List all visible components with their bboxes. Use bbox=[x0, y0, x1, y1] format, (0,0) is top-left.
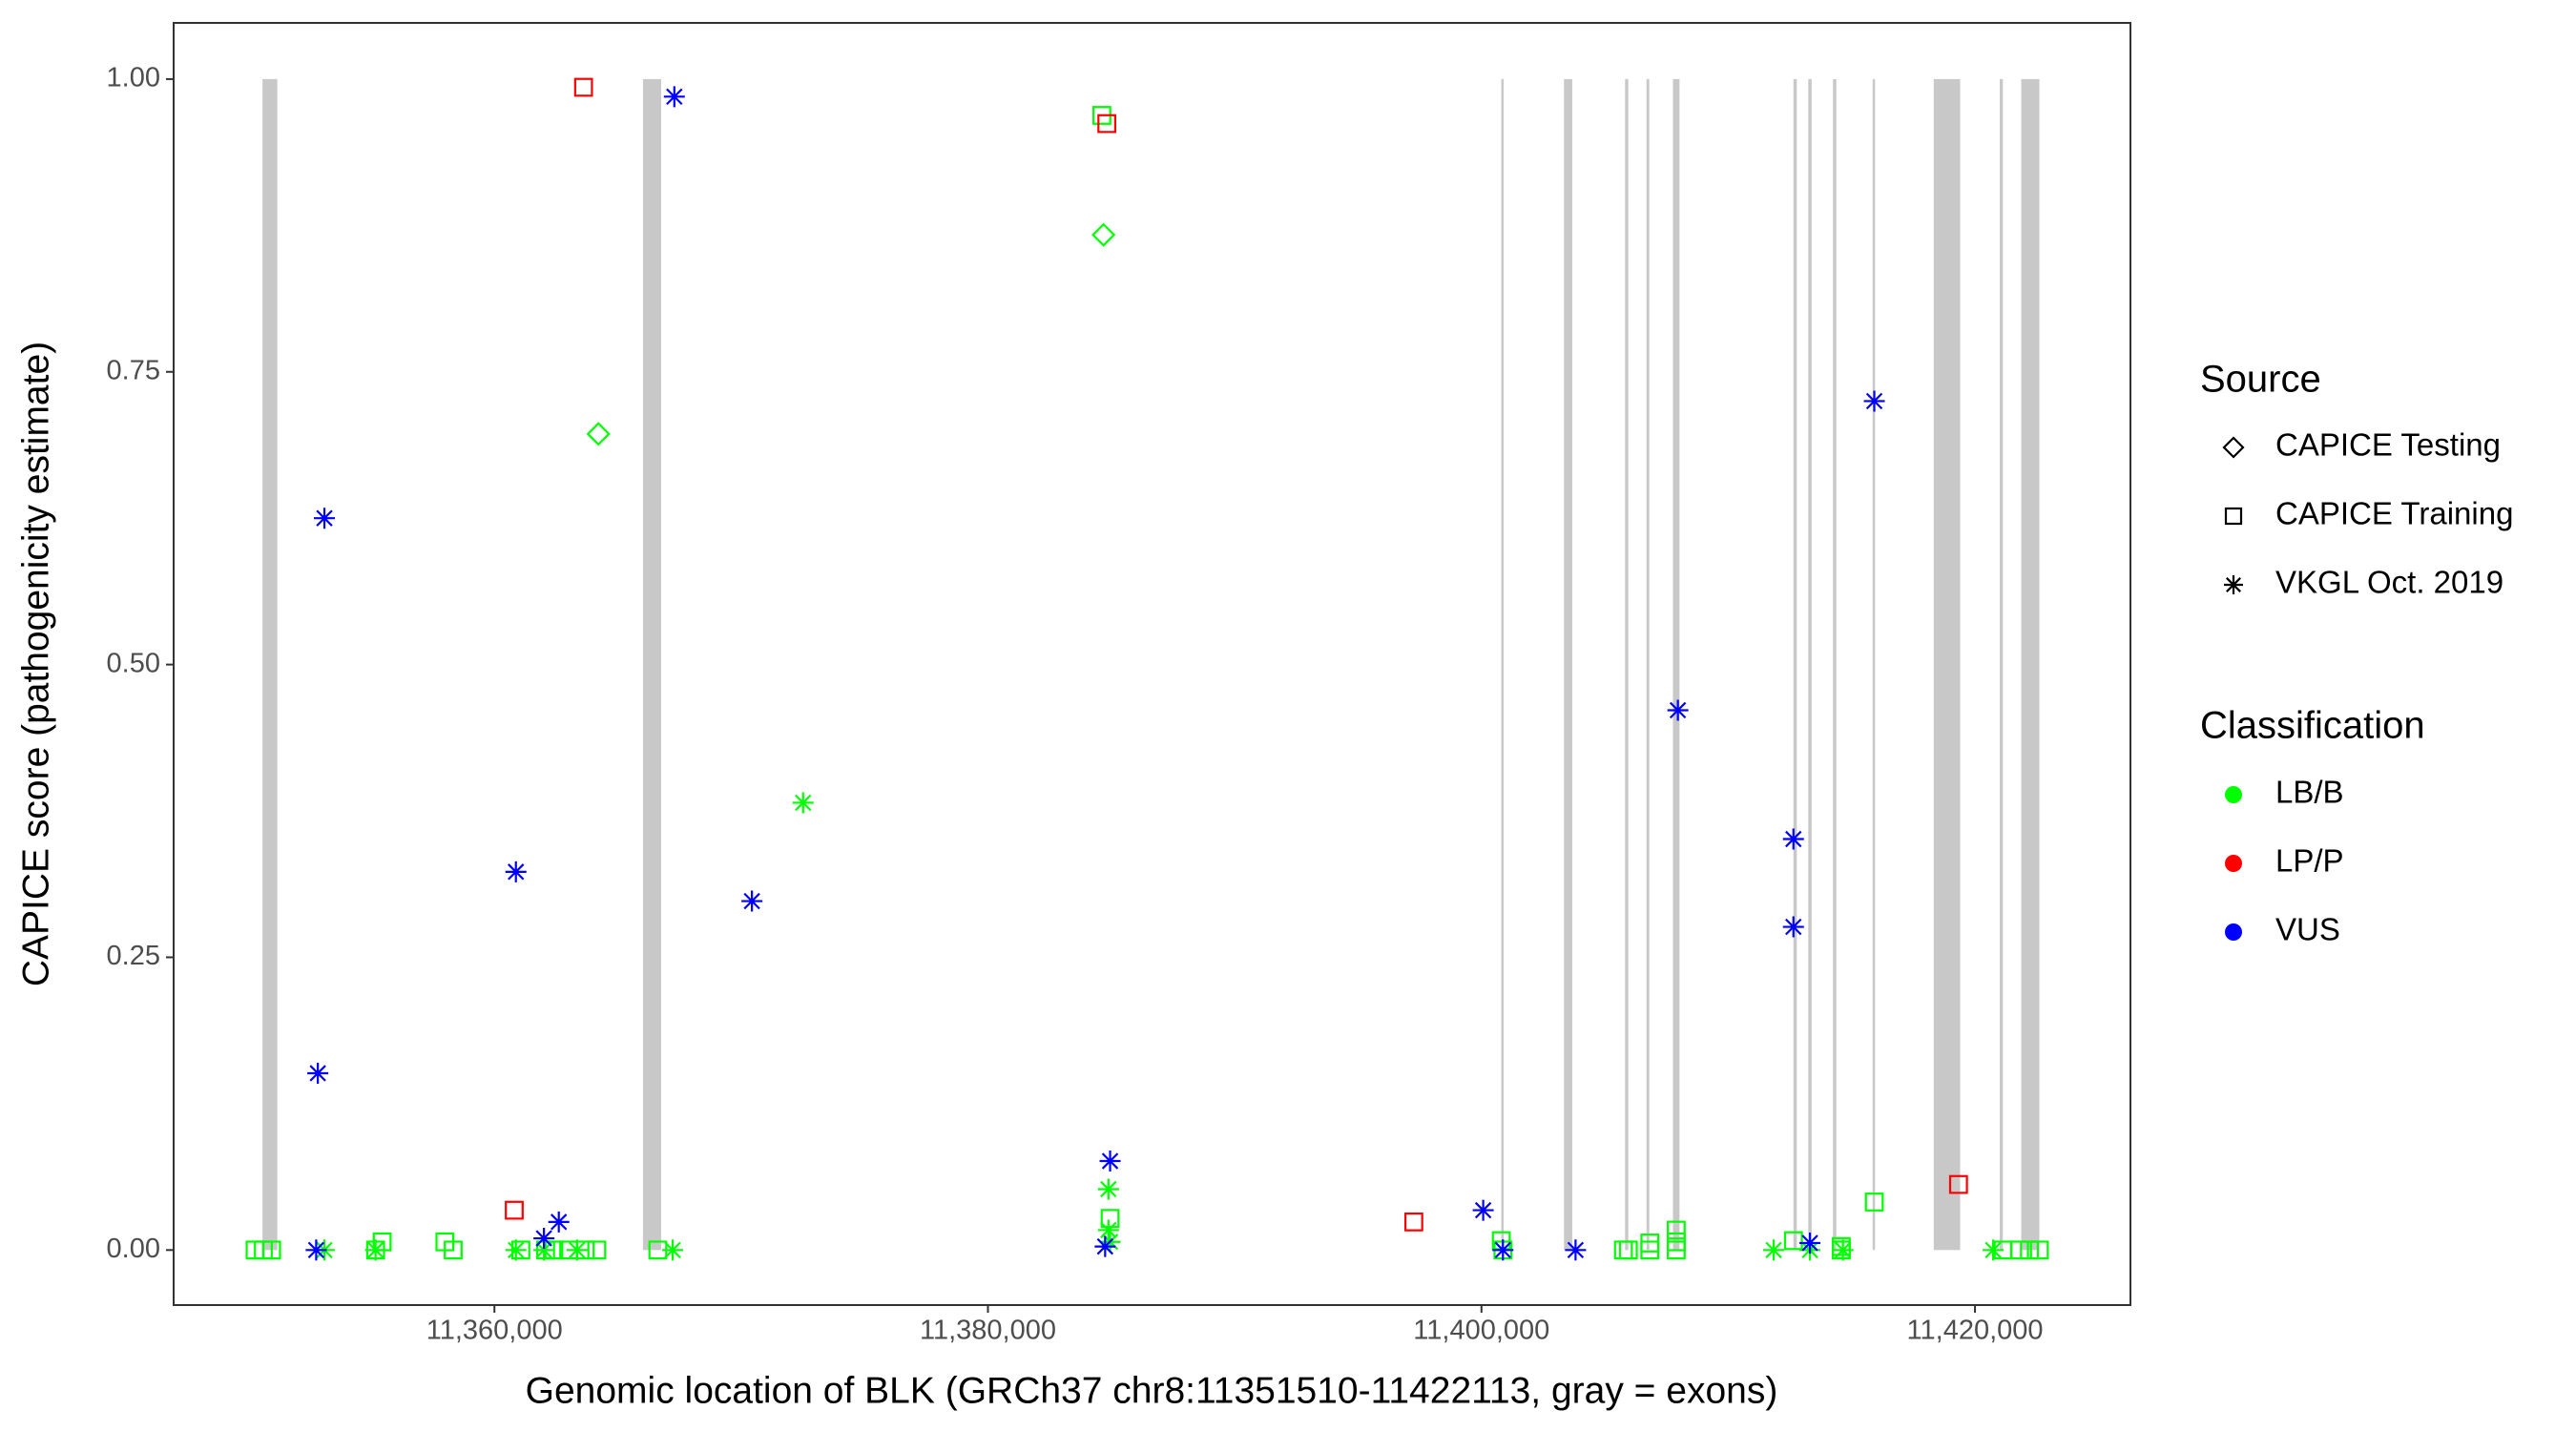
exon bbox=[1872, 78, 1876, 1251]
exon bbox=[1833, 78, 1837, 1251]
point bbox=[2029, 1240, 2049, 1260]
legend-symbol bbox=[2224, 575, 2243, 594]
legend-label: CAPICE Training bbox=[2275, 496, 2513, 531]
exon bbox=[1646, 78, 1650, 1251]
legend-label: LP/P bbox=[2275, 843, 2344, 879]
point bbox=[1763, 1239, 1785, 1261]
point bbox=[505, 1200, 524, 1220]
point bbox=[1832, 1239, 1854, 1261]
point bbox=[1565, 1239, 1587, 1261]
point bbox=[314, 508, 336, 529]
y-tick-label: 1.00 bbox=[107, 63, 160, 93]
point bbox=[741, 890, 763, 912]
point bbox=[2020, 1240, 2040, 1260]
x-tick-label: 11,360,000 bbox=[426, 1316, 563, 1346]
y-tick-label: 0.50 bbox=[107, 648, 160, 678]
point bbox=[1782, 916, 1804, 938]
x-tick-label: 11,400,000 bbox=[1413, 1316, 1549, 1346]
exon bbox=[642, 78, 661, 1251]
point bbox=[1863, 390, 1885, 412]
y-tick-label: 0.00 bbox=[107, 1234, 160, 1264]
exon bbox=[1625, 78, 1629, 1251]
point bbox=[261, 1240, 281, 1260]
point bbox=[1799, 1232, 1821, 1254]
point bbox=[1097, 1178, 1119, 1200]
y-tick-label: 0.75 bbox=[107, 355, 160, 385]
point bbox=[1983, 1239, 2005, 1261]
x-tick-label: 11,380,000 bbox=[920, 1316, 1056, 1346]
legend-label: LB/B bbox=[2275, 775, 2344, 810]
legend-title: Source bbox=[2200, 359, 2321, 401]
point bbox=[662, 1239, 684, 1261]
point bbox=[1091, 222, 1116, 247]
point bbox=[307, 1062, 329, 1084]
point bbox=[1640, 1240, 1660, 1260]
exon bbox=[1793, 78, 1797, 1251]
point bbox=[1492, 1239, 1514, 1261]
point bbox=[1667, 1240, 1686, 1260]
point bbox=[1782, 828, 1804, 850]
point bbox=[533, 1228, 555, 1250]
point bbox=[663, 86, 685, 108]
exon bbox=[1501, 78, 1505, 1251]
point bbox=[1094, 1235, 1116, 1257]
point bbox=[505, 1239, 527, 1261]
exon bbox=[1999, 78, 2004, 1251]
legend-label: VKGL Oct. 2019 bbox=[2275, 565, 2503, 600]
exon bbox=[262, 78, 278, 1251]
plot-border bbox=[173, 22, 2131, 1306]
point bbox=[1948, 1174, 1968, 1194]
point bbox=[573, 77, 593, 97]
legend-symbol bbox=[2224, 507, 2243, 526]
legend-symbol bbox=[2222, 436, 2245, 459]
point bbox=[305, 1239, 327, 1261]
point bbox=[444, 1240, 463, 1260]
legend-symbol bbox=[2225, 786, 2242, 803]
point bbox=[1613, 1240, 1633, 1260]
point bbox=[364, 1239, 386, 1261]
point bbox=[1472, 1199, 1494, 1221]
point bbox=[1864, 1192, 1884, 1212]
exon bbox=[2021, 78, 2040, 1251]
point bbox=[1097, 114, 1116, 134]
legend-label: VUS bbox=[2275, 912, 2340, 947]
legend-symbol bbox=[2225, 855, 2242, 872]
point bbox=[1640, 1234, 1660, 1253]
point bbox=[1783, 1231, 1803, 1251]
exon bbox=[1933, 78, 1961, 1251]
point bbox=[586, 422, 611, 446]
x-tick-label: 11,420,000 bbox=[1907, 1316, 2044, 1346]
point bbox=[587, 1240, 607, 1260]
exon bbox=[1808, 78, 1812, 1251]
point bbox=[548, 1211, 570, 1233]
point bbox=[1618, 1240, 1638, 1260]
point bbox=[1099, 1151, 1121, 1172]
point bbox=[1403, 1212, 1423, 1232]
point bbox=[792, 792, 814, 814]
legend-label: CAPICE Testing bbox=[2275, 427, 2501, 463]
legend-symbol bbox=[2225, 923, 2242, 941]
point bbox=[566, 1239, 588, 1261]
point bbox=[505, 861, 527, 882]
exon bbox=[1564, 78, 1572, 1251]
exon bbox=[1672, 78, 1680, 1251]
point bbox=[1667, 699, 1689, 721]
point bbox=[2009, 1240, 2029, 1260]
point bbox=[1097, 1219, 1119, 1241]
legend-title: Classification bbox=[2200, 705, 2425, 747]
y-tick-label: 0.25 bbox=[107, 941, 160, 971]
x-axis-title: Genomic location of BLK (GRCh37 chr8:113… bbox=[526, 1370, 1778, 1411]
y-axis-title: CAPICE score (pathogenicity estimate) bbox=[15, 342, 56, 986]
point bbox=[1100, 1209, 1120, 1229]
point bbox=[1667, 1220, 1686, 1240]
point bbox=[533, 1239, 555, 1261]
